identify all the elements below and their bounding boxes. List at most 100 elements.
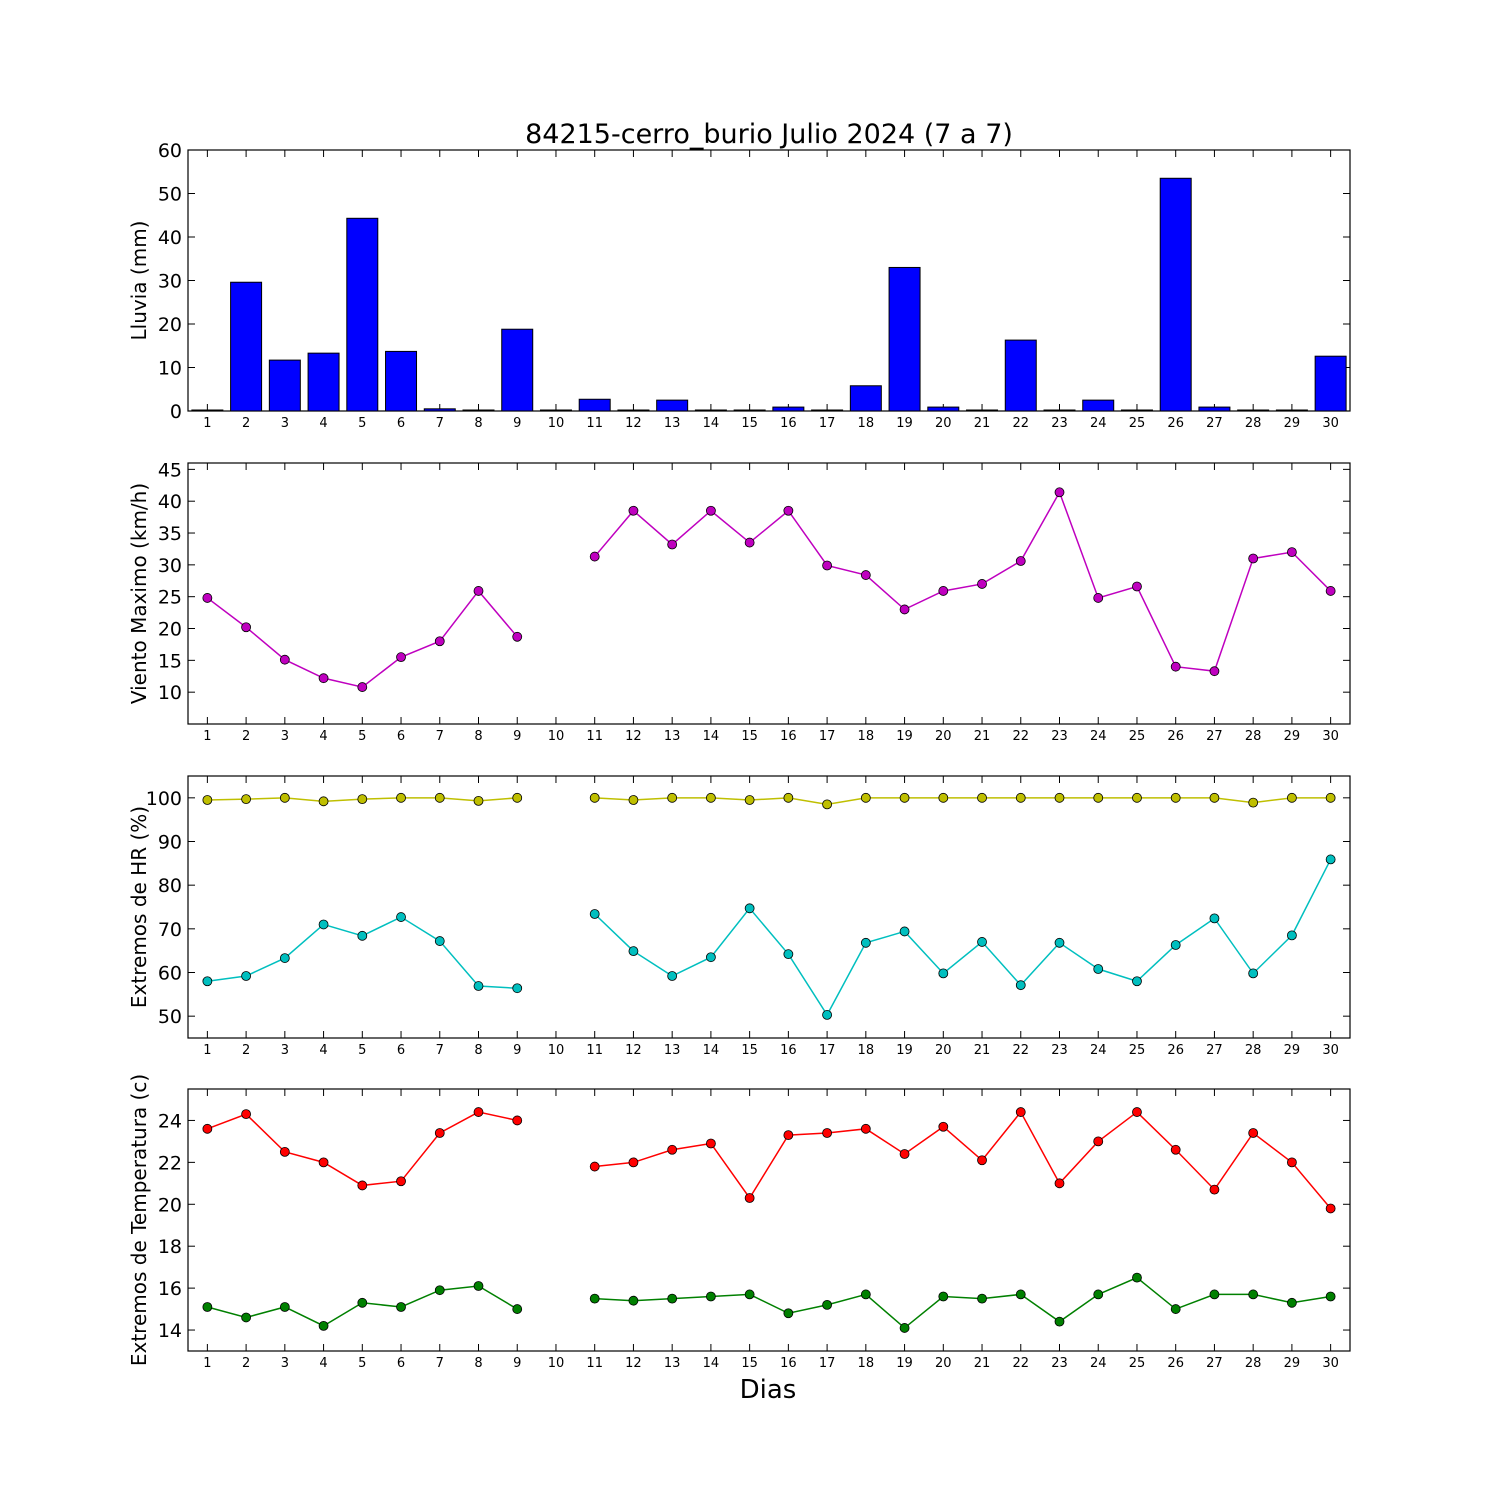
x-tick-label: 29 [1284, 1043, 1301, 1058]
data-point [1093, 964, 1104, 974]
x-tick-label: 5 [358, 416, 366, 431]
data-point [628, 505, 639, 516]
data-point [1287, 930, 1297, 941]
x-tick-label: 22 [1012, 416, 1029, 431]
y-tick-label: 16 [158, 1278, 182, 1300]
data-point [589, 792, 600, 803]
data-point [1093, 1136, 1104, 1147]
x-tick-label: 21 [974, 729, 991, 744]
x-tick-label: 14 [703, 1356, 720, 1371]
y-tick-label: 0 [170, 401, 182, 423]
x-tick-label: 1 [203, 1043, 211, 1058]
data-point [744, 1193, 755, 1203]
x-tick-label: 3 [281, 1043, 289, 1058]
y-tick-label: 14 [158, 1320, 182, 1342]
data-point [241, 622, 252, 633]
bar [1237, 409, 1270, 412]
data-point [1015, 1289, 1026, 1300]
data-point [628, 946, 639, 957]
data-point [1248, 968, 1259, 979]
x-tick-label: 18 [858, 416, 875, 431]
series-line [594, 490, 1332, 672]
series-line [206, 589, 518, 688]
data-point [899, 926, 910, 937]
data-point [396, 792, 406, 803]
data-point [1209, 1184, 1220, 1195]
x-tick-label: 2 [242, 1356, 250, 1371]
bar [462, 409, 495, 412]
data-point [899, 604, 910, 615]
data-point [1170, 1144, 1181, 1155]
data-point [241, 794, 252, 805]
data-point [589, 1293, 600, 1304]
x-tick-label: 26 [1167, 1043, 1184, 1058]
series-line [594, 797, 1331, 806]
data-point [977, 792, 987, 803]
x-axis-label: Dias [740, 1375, 797, 1405]
x-tick-label: 5 [358, 1043, 366, 1058]
x-tick-label: 14 [703, 1043, 720, 1058]
data-point [357, 682, 368, 692]
x-tick-label: 10 [548, 1043, 565, 1058]
x-tick-label: 8 [474, 416, 482, 431]
x-tick-label: 12 [625, 729, 642, 744]
x-tick-label: 6 [397, 1356, 405, 1371]
x-tick-label: 20 [935, 416, 952, 431]
x-tick-label: 15 [741, 729, 758, 744]
data-point [667, 792, 678, 803]
y-tick-label: 35 [158, 523, 182, 545]
data-point [473, 1281, 484, 1291]
x-tick-label: 23 [1051, 1043, 1068, 1058]
y-tick-label: 100 [146, 788, 182, 810]
data-point [1287, 1297, 1297, 1308]
x-tick-label: 7 [436, 1043, 444, 1058]
bar [539, 409, 572, 412]
x-tick-label: 2 [242, 416, 250, 431]
bar [268, 359, 301, 412]
x-tick-label: 28 [1245, 1043, 1262, 1058]
data-point [434, 1128, 445, 1138]
x-tick-label: 19 [896, 1356, 913, 1371]
x-tick-label: 26 [1167, 1356, 1184, 1371]
data-point [512, 1304, 523, 1314]
data-point [977, 579, 987, 589]
data-point [1093, 792, 1104, 803]
x-tick-label: 27 [1206, 1356, 1223, 1371]
y-tick-label: 25 [158, 587, 182, 609]
data-point [860, 937, 871, 948]
data-point [1287, 1157, 1297, 1168]
x-tick-label: 3 [281, 416, 289, 431]
data-point [1248, 553, 1259, 564]
data-point [1054, 792, 1065, 803]
data-point [202, 1123, 213, 1134]
x-tick-label: 8 [474, 1043, 482, 1058]
data-point [1325, 792, 1336, 803]
bar [1120, 409, 1153, 412]
data-point [1054, 1316, 1065, 1327]
x-tick-label: 9 [513, 729, 521, 744]
data-point [1209, 666, 1220, 677]
data-point [938, 1291, 949, 1302]
x-tick-label: 23 [1051, 416, 1068, 431]
data-point [241, 971, 252, 981]
x-tick-label: 16 [780, 416, 797, 431]
bar [1314, 355, 1347, 412]
x-tick-label: 16 [780, 729, 797, 744]
data-point [318, 673, 329, 684]
data-point [1287, 792, 1297, 803]
plot-frame [187, 1088, 1351, 1352]
bar [1159, 177, 1192, 412]
x-tick-label: 30 [1322, 416, 1339, 431]
x-tick-label: 16 [780, 1043, 797, 1058]
data-point [783, 1308, 794, 1319]
series-line [594, 859, 1332, 1017]
data-point [434, 792, 445, 803]
y-tick-label: 40 [158, 491, 182, 513]
data-point [589, 1161, 600, 1172]
data-point [783, 1130, 794, 1141]
y-tick-label: 20 [158, 1194, 182, 1216]
bar [1275, 409, 1308, 412]
bar [656, 399, 689, 412]
x-tick-label: 16 [780, 1356, 797, 1371]
